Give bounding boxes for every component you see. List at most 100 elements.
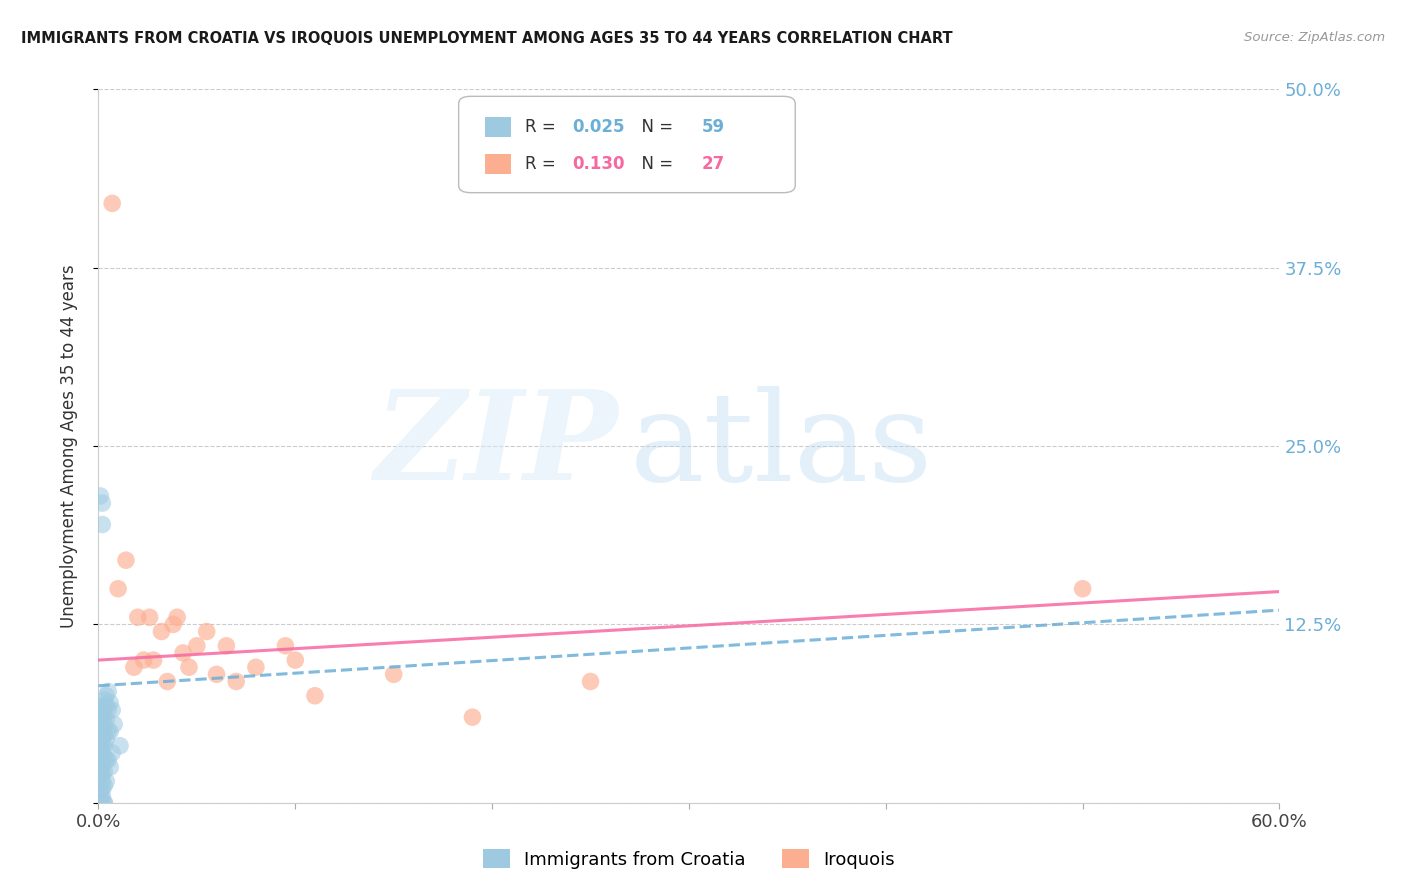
Point <box>91 796 114 810</box>
Point <box>132 653 155 667</box>
Point <box>93 693 115 707</box>
Point <box>93 717 115 731</box>
Point <box>93 698 115 713</box>
Point <box>93 707 115 722</box>
Point <box>382 667 405 681</box>
Point <box>91 731 114 746</box>
Point <box>91 789 114 803</box>
FancyBboxPatch shape <box>458 96 796 193</box>
Text: R =: R = <box>524 155 561 173</box>
Point <box>93 727 115 741</box>
Point <box>91 739 114 753</box>
Point <box>122 660 145 674</box>
Point <box>93 796 115 810</box>
Point <box>98 696 121 710</box>
Point <box>89 789 111 803</box>
Point <box>93 764 115 779</box>
Point <box>156 674 179 689</box>
Point <box>97 684 120 698</box>
Y-axis label: Unemployment Among Ages 35 to 44 years: Unemployment Among Ages 35 to 44 years <box>59 264 77 628</box>
Point <box>97 703 120 717</box>
Point <box>89 781 111 796</box>
Point <box>98 760 121 774</box>
Point <box>177 660 200 674</box>
Text: IMMIGRANTS FROM CROATIA VS IROQUOIS UNEMPLOYMENT AMONG AGES 35 TO 44 YEARS CORRE: IMMIGRANTS FROM CROATIA VS IROQUOIS UNEM… <box>21 31 953 46</box>
Point <box>245 660 267 674</box>
Point <box>97 753 120 767</box>
Point <box>91 496 114 510</box>
Point <box>91 722 114 736</box>
Point <box>101 196 124 211</box>
Point <box>461 710 484 724</box>
Point <box>91 707 114 722</box>
Point <box>108 739 131 753</box>
Point <box>93 750 115 764</box>
Point <box>89 724 111 739</box>
Point <box>89 767 111 781</box>
Point <box>205 667 228 681</box>
Point <box>284 653 307 667</box>
Text: 0.025: 0.025 <box>572 118 624 136</box>
Point <box>89 710 111 724</box>
Point <box>101 746 124 760</box>
Text: ZIP: ZIP <box>374 385 619 507</box>
Text: 27: 27 <box>702 155 725 173</box>
Point <box>96 689 118 703</box>
Point <box>91 753 114 767</box>
Point <box>91 703 114 717</box>
Point <box>89 753 111 767</box>
Point <box>195 624 218 639</box>
Text: R =: R = <box>524 118 561 136</box>
Point <box>91 774 114 789</box>
Point <box>304 689 326 703</box>
Point <box>107 582 129 596</box>
Point <box>96 753 118 767</box>
Point <box>162 617 184 632</box>
Point <box>91 746 114 760</box>
Text: N =: N = <box>631 118 679 136</box>
Point <box>96 774 118 789</box>
Point <box>91 517 114 532</box>
Point <box>91 698 114 713</box>
Point <box>91 713 114 727</box>
Point <box>89 739 111 753</box>
Point <box>1071 582 1094 596</box>
Bar <box>485 154 510 174</box>
Point <box>93 779 115 793</box>
Point <box>89 731 111 746</box>
Point <box>91 767 114 781</box>
Point <box>138 610 160 624</box>
Point <box>89 489 111 503</box>
Text: atlas: atlas <box>630 385 934 507</box>
Point <box>93 739 115 753</box>
Point <box>103 717 125 731</box>
Point <box>101 703 124 717</box>
Point <box>225 674 247 689</box>
Point <box>186 639 208 653</box>
Point <box>89 760 111 774</box>
Point <box>96 713 118 727</box>
Point <box>89 717 111 731</box>
Text: Source: ZipAtlas.com: Source: ZipAtlas.com <box>1244 31 1385 45</box>
Point <box>91 727 114 741</box>
Point <box>115 553 138 567</box>
Point <box>91 717 114 731</box>
Point <box>166 610 188 624</box>
Point <box>89 746 111 760</box>
Legend: Immigrants from Croatia, Iroquois: Immigrants from Croatia, Iroquois <box>475 842 903 876</box>
Text: N =: N = <box>631 155 679 173</box>
Point <box>150 624 173 639</box>
Point <box>215 639 238 653</box>
Point <box>91 781 114 796</box>
Point <box>91 760 114 774</box>
Point <box>98 724 121 739</box>
Point <box>93 796 115 810</box>
Point <box>127 610 149 624</box>
Text: 0.130: 0.130 <box>572 155 624 173</box>
Point <box>274 639 297 653</box>
Point <box>579 674 602 689</box>
Point <box>142 653 165 667</box>
Bar <box>485 117 510 137</box>
Text: 59: 59 <box>702 118 725 136</box>
Point <box>97 724 120 739</box>
